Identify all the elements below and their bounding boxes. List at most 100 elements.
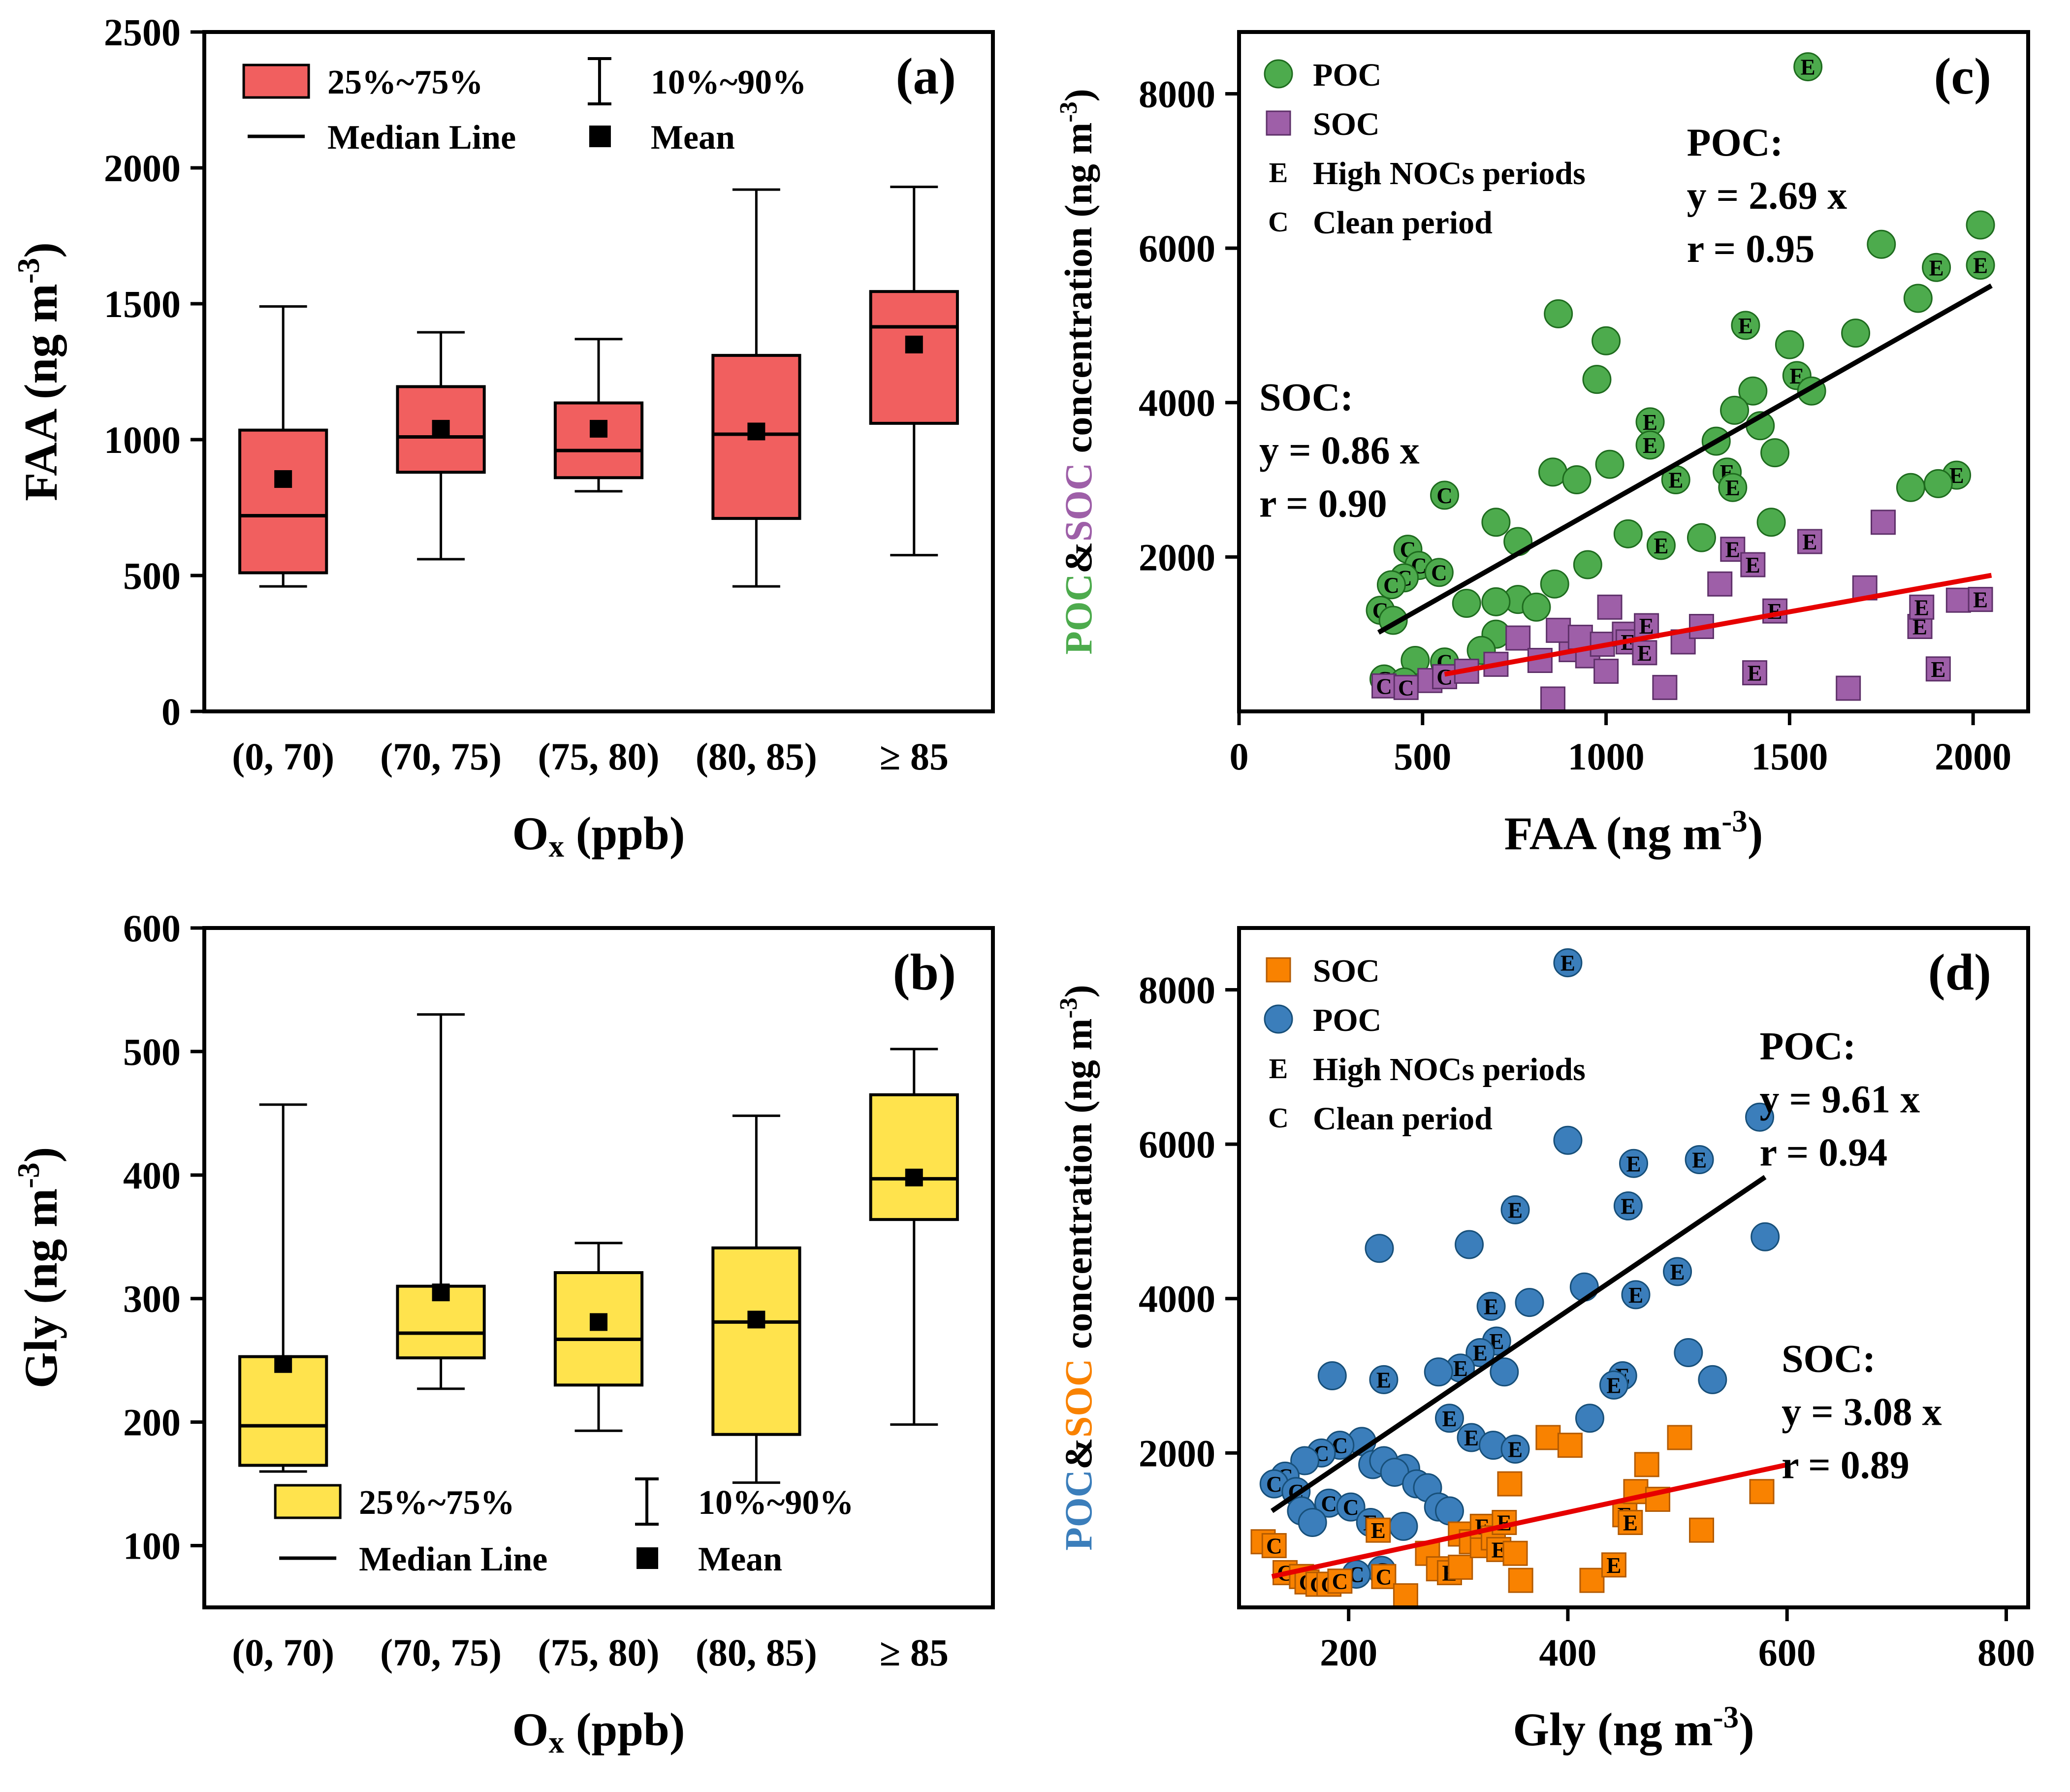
- panel-c: 2000 4000 6000 8000 0 500 1000 1500 2000 E E E E E E E E…: [1035, 0, 2070, 896]
- box-3: [711, 188, 801, 588]
- poc-point: [1896, 473, 1925, 502]
- point-label: E: [1442, 1407, 1457, 1431]
- mean-marker: [905, 335, 923, 353]
- box-1: [396, 1013, 486, 1390]
- poc-point: [1424, 1357, 1453, 1387]
- poc-point: [1553, 1125, 1583, 1155]
- point-label: E: [1725, 476, 1740, 500]
- soc-point: [1597, 594, 1623, 620]
- poc-point: [1867, 229, 1896, 259]
- point-label: E: [1623, 1511, 1638, 1536]
- fit-line-soc: [1444, 573, 1992, 677]
- mean-marker: [590, 1313, 607, 1331]
- point-label: E: [1464, 1426, 1479, 1450]
- iqr-box: [711, 1246, 801, 1436]
- points: EEEEEEEEEEECECCCCCCCCCCCCEEEEEEEEEEEE: [1366, 52, 1995, 712]
- plot-frame: [1237, 30, 2030, 713]
- x-axis-label: Ox (ppb): [512, 807, 685, 864]
- poc-point: [1575, 1404, 1604, 1433]
- poc-point: [1365, 1234, 1394, 1263]
- soc-point: [1925, 656, 1951, 682]
- x-axis-label: Gly (ng m-3): [1513, 1700, 1754, 1756]
- poc-point: [1522, 592, 1551, 622]
- soc-point: [1371, 1564, 1397, 1589]
- y-tick-label: 200: [123, 1401, 181, 1444]
- legend-label: 25%~75%: [359, 1484, 514, 1522]
- points: EEEEEEEEEEEEEEEECECCCCCCECCCCCCCCCCEEEEE…: [1250, 948, 1780, 1608]
- point-label: C: [1343, 1495, 1359, 1520]
- point-label: E: [1621, 1194, 1635, 1219]
- legend-label: SOC: [1313, 106, 1380, 142]
- point-label: C: [1266, 1472, 1282, 1497]
- soc-point: [1870, 510, 1896, 535]
- poc-point: [1290, 1446, 1320, 1475]
- y-tick-label: 500: [123, 1030, 181, 1073]
- soc-point: [1557, 1433, 1583, 1458]
- box-4: [869, 1048, 959, 1426]
- legend-letter: E: [1269, 1053, 1288, 1085]
- y-tick-label: 100: [123, 1525, 181, 1568]
- poc-point: [1903, 284, 1933, 313]
- y-tick-label: 2000: [1139, 1432, 1215, 1474]
- legend-label: 10%~90%: [651, 64, 806, 101]
- soc-point: [1749, 1479, 1775, 1504]
- iqr-box: [238, 1355, 328, 1467]
- soc-point: [1508, 1568, 1533, 1593]
- legend-label: Mean: [651, 119, 735, 157]
- soc-point: [1945, 587, 1971, 613]
- legend-item: 25%~75%: [242, 64, 483, 101]
- poc-point: [1635, 430, 1665, 460]
- soc-point: [1740, 552, 1766, 577]
- point-label: E: [1606, 1553, 1621, 1578]
- poc-point: [1841, 319, 1871, 348]
- poc-point: [1966, 210, 1995, 240]
- iqr-box: [553, 401, 644, 480]
- legend-label: Median Line: [359, 1540, 547, 1578]
- point-label: C: [1431, 561, 1447, 585]
- iqr-box: [869, 290, 959, 425]
- legend: SOC POC E High NOCs periods C Clean period: [1264, 953, 1586, 1137]
- poc-point: [1731, 311, 1760, 340]
- point-label: C: [1398, 675, 1414, 700]
- point-label: E: [1725, 538, 1740, 562]
- poc-point: [1745, 1102, 1775, 1132]
- point-label: E: [1643, 433, 1657, 458]
- point-label: E: [1560, 951, 1575, 976]
- legend-letter: E: [1269, 157, 1288, 189]
- point-label: E: [1748, 661, 1762, 686]
- point-label: E: [1371, 1518, 1386, 1543]
- x-axis-label: FAA (ng m-3): [1504, 804, 1763, 860]
- y-tick-label: 1000: [104, 418, 181, 461]
- point-label: E: [1931, 657, 1945, 682]
- soc-point: [1502, 1540, 1528, 1566]
- iqr-box: [238, 428, 328, 575]
- x-tick-label: 1000: [1568, 735, 1645, 778]
- point-label: E: [1508, 1438, 1523, 1462]
- point-label: C: [1376, 674, 1392, 699]
- soc-point: [1634, 1452, 1659, 1477]
- box-plot-gly-vs-ox: 100 200 300 400 500 600 (0, 70) (70, 75) (75, 80…: [11, 907, 995, 1760]
- x-category-label: ≥ 85: [880, 1631, 949, 1674]
- mean-marker: [747, 422, 765, 441]
- poc-point: [1663, 1257, 1692, 1286]
- fit-line-poc: [1270, 1175, 1767, 1513]
- legend-item: Mean: [589, 119, 735, 157]
- poc-point: [1376, 570, 1406, 600]
- poc-point: [1751, 1222, 1780, 1251]
- legend-letter: C: [1268, 1102, 1289, 1134]
- poc-point: [1720, 395, 1750, 425]
- soc-point: [1742, 660, 1768, 686]
- fit-line-soc: [1271, 1462, 1788, 1579]
- point-label: C: [1321, 1491, 1337, 1516]
- iqr-box: [869, 1093, 959, 1221]
- legend-box-glyph: [274, 1484, 342, 1519]
- y-tick-label: 4000: [1139, 382, 1215, 424]
- fit-line-poc: [1377, 283, 1993, 635]
- plot-frame: [202, 30, 995, 713]
- y-tick-label: 600: [123, 907, 181, 950]
- point-label: C: [1266, 1534, 1282, 1559]
- mean-marker: [432, 419, 450, 438]
